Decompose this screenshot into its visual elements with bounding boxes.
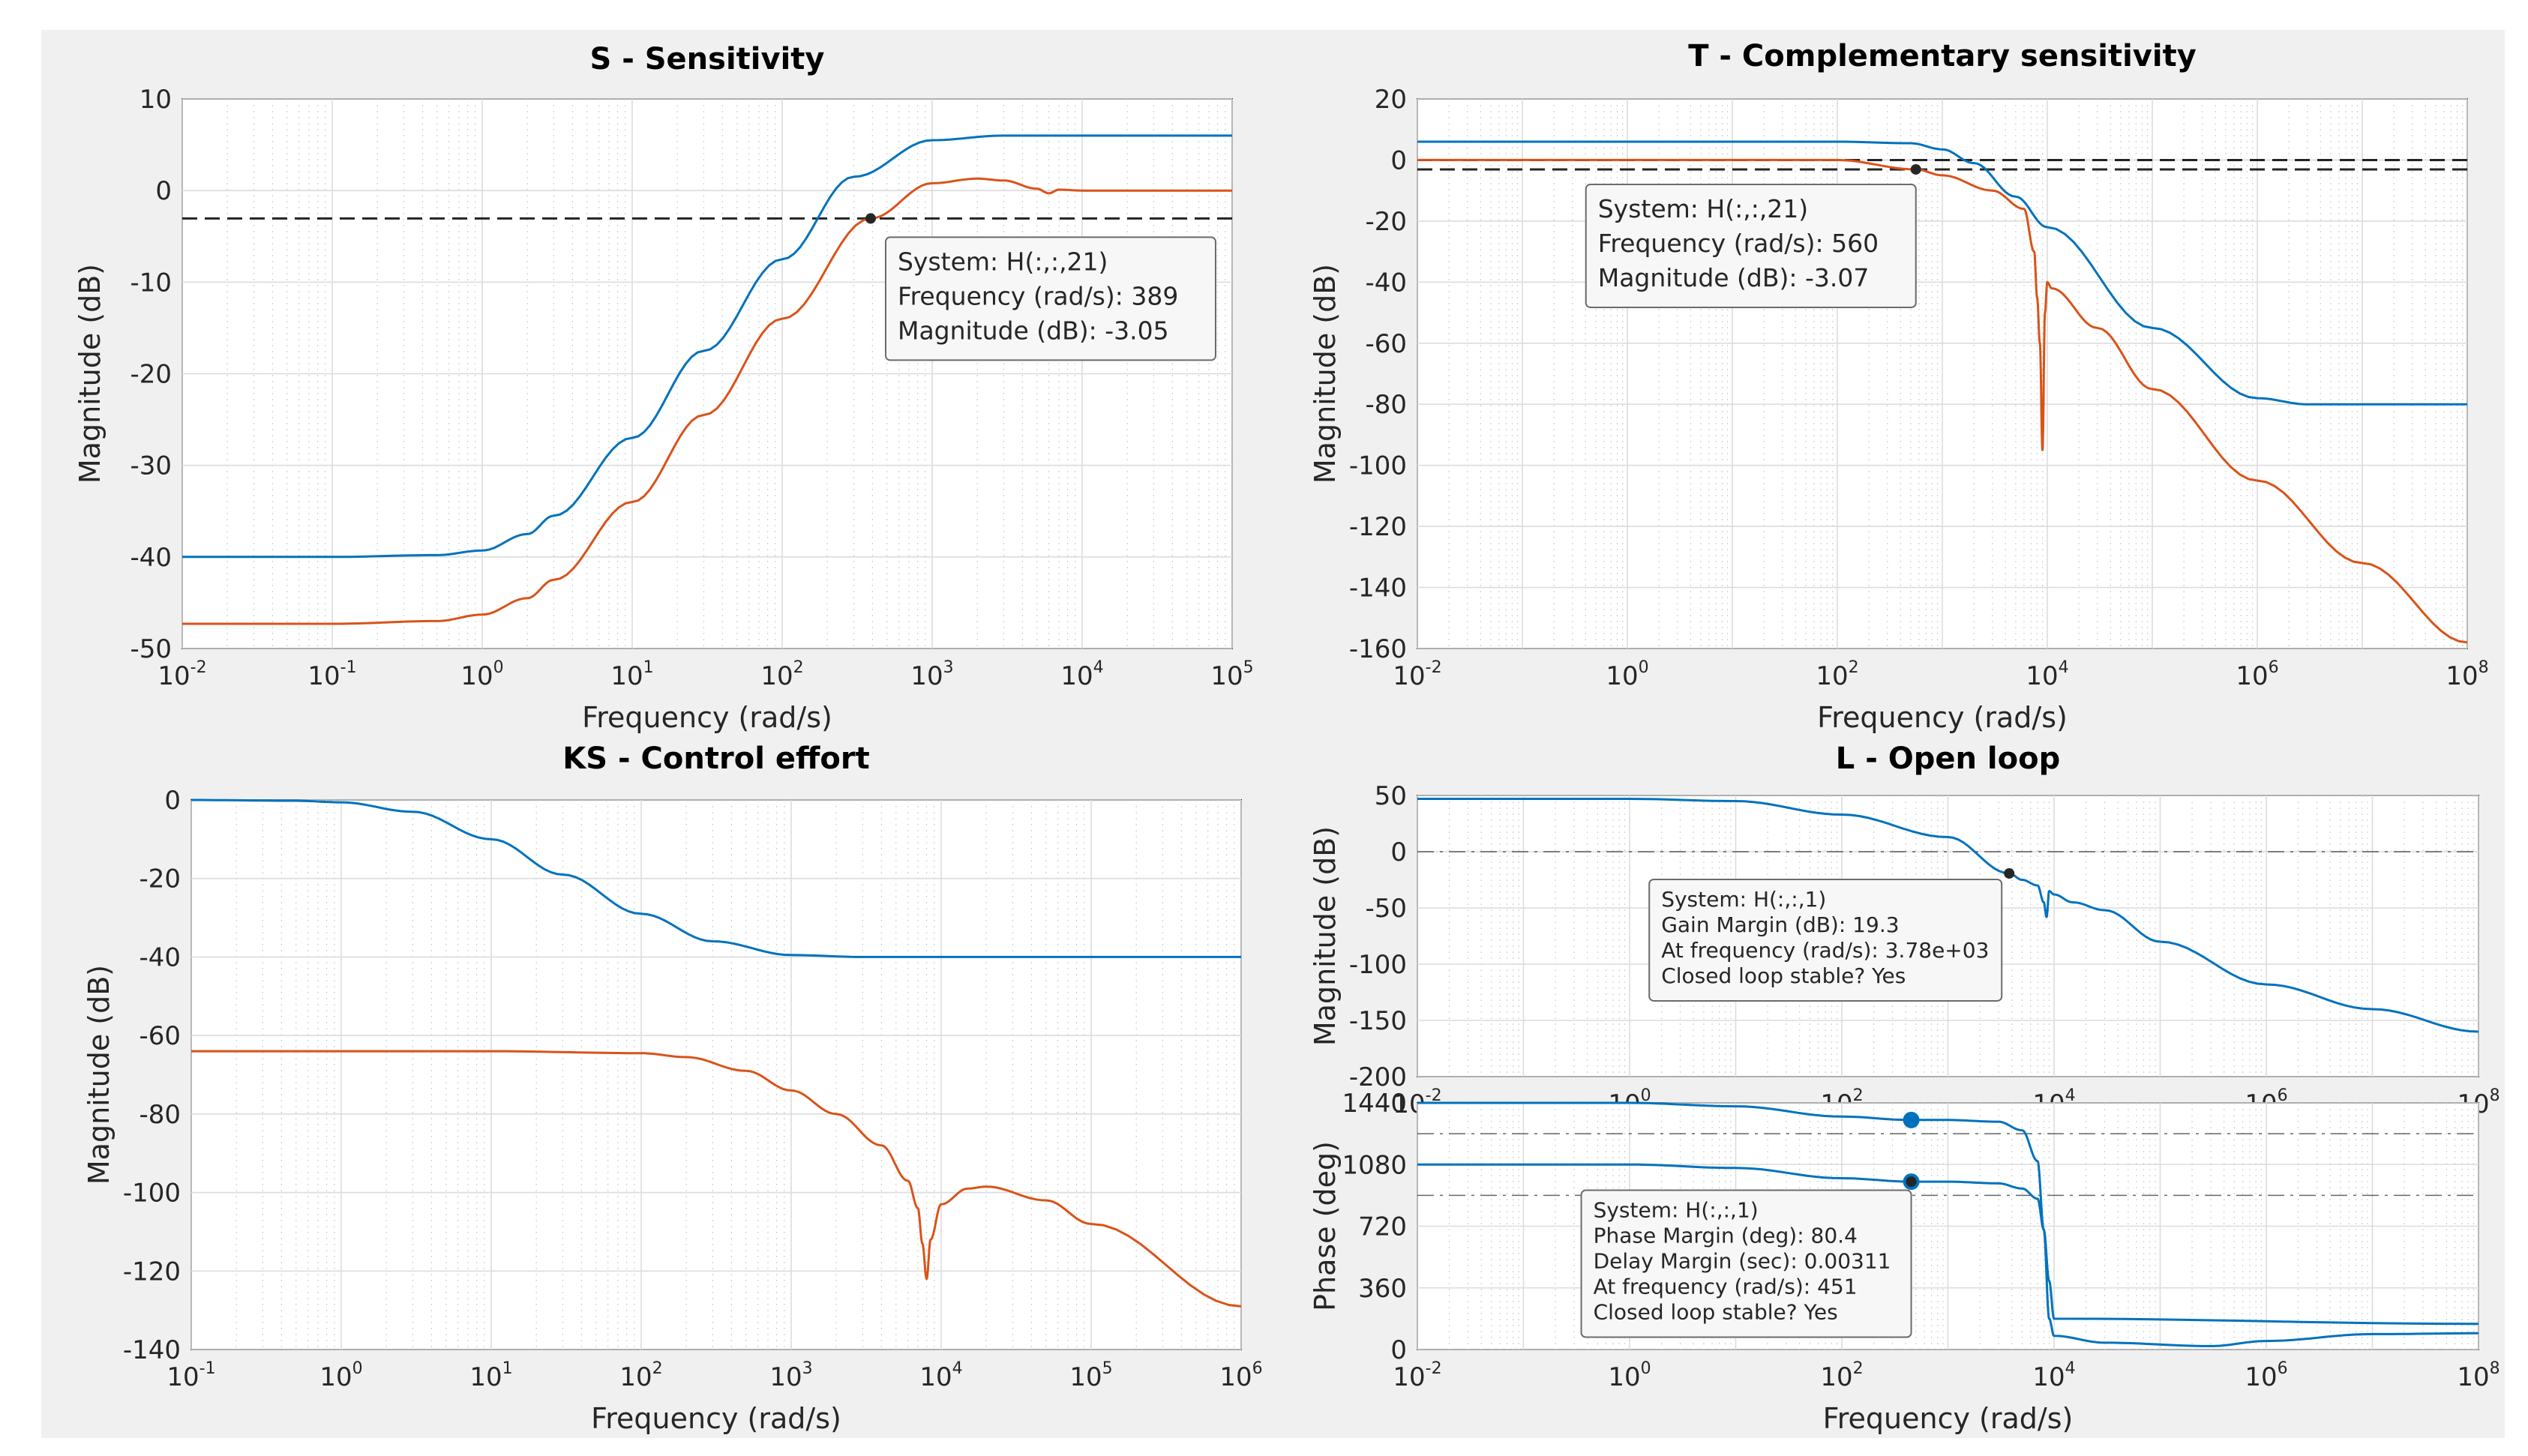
y-tick-label: -30: [130, 451, 172, 481]
y-tick-label: -20: [139, 864, 181, 894]
datatip-line: At frequency (rad/s): 451: [1594, 1275, 1858, 1299]
datatip-line: System: H(:,:,1): [1661, 887, 1826, 912]
y-tick-label: -150: [1349, 1006, 1407, 1036]
y-tick-label: 1440: [1342, 1089, 1407, 1119]
y-tick-label: -100: [1349, 451, 1407, 481]
y-tick-label: 0: [164, 786, 181, 816]
y-tick-label: -160: [1349, 634, 1407, 664]
datatip-line: Magnitude (dB): -3.05: [898, 316, 1169, 345]
y-axis-label: Magnitude (dB): [73, 264, 106, 484]
y-axis-label: Magnitude (dB): [82, 965, 115, 1185]
y-tick-label: -50: [130, 634, 172, 664]
y-tick-label: -40: [1365, 268, 1407, 298]
datatip-line: At frequency (rad/s): 3.78e+03: [1661, 938, 1989, 963]
data-marker: [1903, 1112, 1920, 1128]
y-tick-label: -200: [1349, 1062, 1407, 1092]
y-axis-label: Magnitude (dB): [1309, 264, 1342, 484]
datatip-line: Magnitude (dB): -3.07: [1598, 263, 1870, 292]
y-tick-label: -50: [1365, 894, 1407, 924]
y-tick-label: 1080: [1342, 1150, 1407, 1180]
y-tick-label: 0: [155, 176, 172, 206]
datatip-line: System: H(:,:,1): [1594, 1198, 1759, 1223]
datatip-marker: [1911, 164, 1921, 175]
y-tick-label: -80: [139, 1100, 181, 1130]
datatip-line: Delay Margin (sec): 0.00311: [1594, 1249, 1891, 1274]
y-tick-label: -140: [1349, 574, 1407, 604]
datatip-line: System: H(:,:,21): [1598, 194, 1808, 223]
chart-title: T - Complementary sensitivity: [1688, 39, 2197, 73]
y-tick-label: -20: [130, 360, 172, 390]
y-tick-label: -100: [123, 1179, 181, 1209]
y-tick-label: -20: [1365, 207, 1407, 237]
y-tick-label: 20: [1375, 85, 1407, 115]
y-tick-label: 0: [1390, 837, 1407, 867]
chart-title: L - Open loop: [1836, 741, 2060, 776]
x-axis-label: Frequency (rad/s): [591, 1402, 841, 1435]
y-tick-label: 0: [1390, 1335, 1407, 1365]
x-axis-label: Frequency (rad/s): [1817, 701, 2068, 734]
datatip-line: Gain Margin (dB): 19.3: [1661, 912, 1899, 937]
y-tick-label: 720: [1358, 1212, 1407, 1242]
datatip-marker: [865, 213, 876, 223]
y-tick-label: -60: [139, 1021, 181, 1051]
datatip-line: Frequency (rad/s): 389: [898, 281, 1178, 310]
y-tick-label: -40: [130, 543, 172, 573]
y-axis-label: Phase (deg): [1309, 1141, 1342, 1311]
datatip-marker: [1906, 1176, 1917, 1187]
chart-title: S - Sensitivity: [589, 42, 824, 76]
y-tick-label: -120: [1349, 512, 1407, 542]
y-tick-label: -40: [139, 942, 181, 972]
y-axis-label: Magnitude (dB): [1309, 826, 1342, 1046]
datatip-line: Closed loop stable? Yes: [1594, 1300, 1838, 1325]
y-tick-label: -10: [130, 268, 172, 298]
x-axis-label: Frequency (rad/s): [582, 701, 832, 734]
datatip-line: Closed loop stable? Yes: [1661, 963, 1906, 988]
y-tick-label: 0: [1390, 145, 1407, 175]
y-tick-label: 10: [139, 85, 172, 115]
y-tick-label: 360: [1358, 1274, 1407, 1304]
datatip-line: Phase Margin (deg): 80.4: [1594, 1224, 1858, 1248]
y-tick-label: -100: [1349, 950, 1407, 980]
chart-title: KS - Control effort: [562, 741, 869, 776]
x-axis-label: Frequency (rad/s): [1823, 1402, 2074, 1435]
plot-area: [191, 800, 1241, 1350]
figure-canvas: 100-10-20-30-40-5010-2 10-1 100 101 102 103 10…: [0, 0, 2528, 1456]
y-tick-label: -80: [1365, 390, 1407, 420]
datatip-line: System: H(:,:,21): [898, 247, 1108, 276]
datatip-marker: [2004, 868, 2014, 879]
datatip-line: Frequency (rad/s): 560: [1598, 229, 1879, 258]
y-tick-label: -140: [123, 1335, 181, 1365]
y-tick-label: -120: [123, 1257, 181, 1287]
y-tick-label: 50: [1375, 781, 1407, 811]
y-tick-label: -60: [1365, 329, 1407, 359]
